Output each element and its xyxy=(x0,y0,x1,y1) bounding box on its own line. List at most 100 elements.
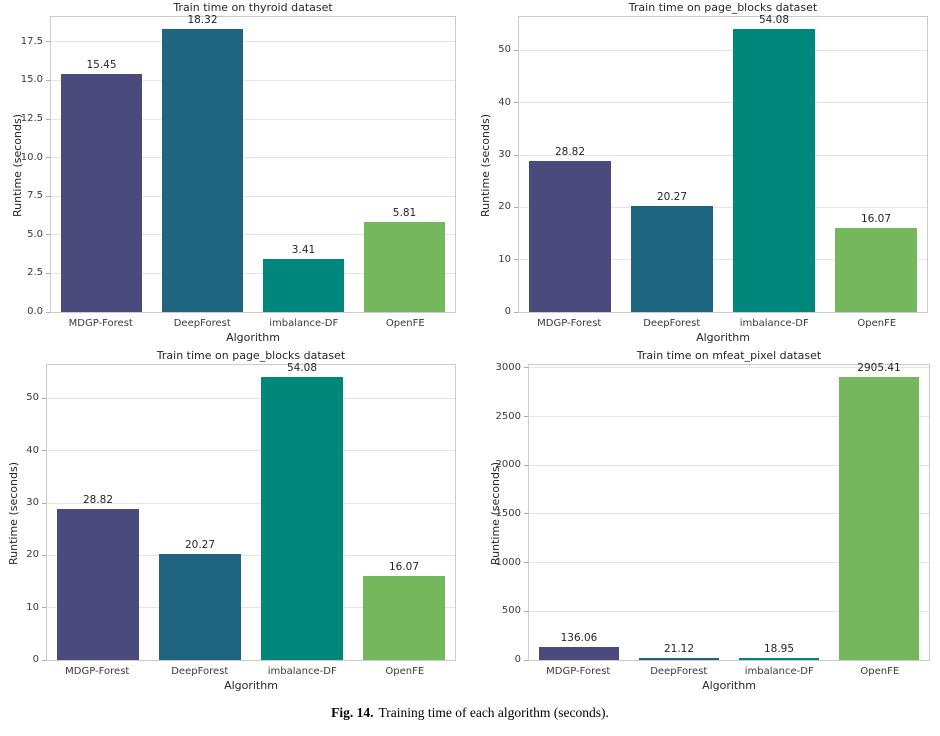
y-tick-label: 1000 xyxy=(495,556,521,568)
gridline xyxy=(519,206,927,208)
y-tick-label: 10 xyxy=(498,253,511,265)
x-axis-label: Algorithm xyxy=(702,679,756,692)
bar-OpenFE xyxy=(839,377,919,660)
y-tick-label: 2.5 xyxy=(27,267,43,279)
y-tick-mark xyxy=(514,311,518,313)
gridline xyxy=(529,367,929,369)
y-tick-label: 20 xyxy=(26,549,39,561)
plot-area: 0 10 20 30 40 50 28.82 20.27 54.08 16.07 xyxy=(26,362,456,665)
bar-value-label: 21.12 xyxy=(663,642,695,655)
bar-value-label: 20.27 xyxy=(656,190,688,203)
subplot-mfeat-pixel: Train time on mfeat_pixel dataset Runtim… xyxy=(470,348,940,700)
y-tick-label: 17.5 xyxy=(20,35,43,47)
bar-value-label: 28.82 xyxy=(82,494,114,507)
gridline xyxy=(47,607,455,609)
gridline xyxy=(47,450,455,452)
bar-value-label: 20.27 xyxy=(184,538,216,551)
bar-DeepForest xyxy=(639,657,719,660)
y-tick-label: 5.0 xyxy=(27,228,43,240)
gridline xyxy=(51,234,455,236)
plot-area: 0 10 20 30 40 50 28.82 20.27 54.08 16.07 xyxy=(498,14,928,317)
y-axis-label: Runtime (seconds) xyxy=(10,113,24,217)
y-tick-label: 10.0 xyxy=(20,151,43,163)
y-tick-label: 0 xyxy=(504,306,511,317)
bar-MDGP-Forest xyxy=(529,161,611,312)
y-tick-label: 2500 xyxy=(495,410,521,422)
bar-imbalance-DF xyxy=(733,29,815,312)
bar-OpenFE xyxy=(835,227,917,312)
x-tick-label: imbalance-DF xyxy=(744,666,814,677)
y-tick-label: 20 xyxy=(498,201,511,213)
x-axis-label: Algorithm xyxy=(224,679,278,692)
x-tick-label: OpenFE xyxy=(385,318,425,329)
x-tick-label: DeepForest xyxy=(171,666,229,677)
bar-DeepForest xyxy=(159,553,241,660)
y-tick-label: 3000 xyxy=(495,361,521,373)
y-tick-mark xyxy=(524,367,528,369)
chart-title: Train time on page_blocks dataset xyxy=(156,349,346,362)
x-tick-label: imbalance-DF xyxy=(739,318,809,329)
figure-caption: Fig. 14. Training time of each algorithm … xyxy=(0,704,940,722)
y-tick-label: 10 xyxy=(26,601,39,613)
plot-area: 0.0 2.5 5.0 7.5 10.0 12.5 15.0 17.5 15.45 18.32 3.… xyxy=(21,14,456,317)
y-tick-label: 0.0 xyxy=(27,306,43,317)
y-tick-label: 30 xyxy=(498,149,511,161)
y-tick-mark xyxy=(514,154,518,156)
y-tick-mark xyxy=(514,102,518,104)
gridline xyxy=(51,157,455,159)
y-tick-mark xyxy=(42,397,46,399)
y-tick-label: 40 xyxy=(26,444,39,456)
gridline xyxy=(519,102,927,104)
x-tick-label: DeepForest xyxy=(650,666,708,677)
gridline xyxy=(529,513,929,515)
x-tick-labels: MDGP-Forest DeepForest imbalance-DF OpenFE xyxy=(518,317,928,330)
y-tick-mark xyxy=(46,41,50,43)
y-tick-label: 40 xyxy=(498,96,511,108)
y-tick-mark xyxy=(524,416,528,418)
gridline xyxy=(529,416,929,418)
gridline xyxy=(47,554,455,556)
gridline xyxy=(519,49,927,51)
bar-imbalance-DF xyxy=(261,377,343,660)
y-tick-label: 15.0 xyxy=(20,74,43,86)
x-tick-label: OpenFE xyxy=(385,666,425,677)
gridline xyxy=(51,118,455,120)
y-tick-mark xyxy=(46,79,50,81)
gridline xyxy=(51,195,455,197)
chart-title: Train time on mfeat_pixel dataset xyxy=(636,349,822,362)
bar-value-label: 54.08 xyxy=(758,14,790,27)
y-axis-label: Runtime (seconds) xyxy=(478,113,492,217)
bar-MDGP-Forest xyxy=(57,509,139,660)
bar-OpenFE xyxy=(364,222,445,312)
x-tick-labels: MDGP-Forest DeepForest imbalance-DF OpenFE xyxy=(50,317,456,330)
bar-value-label: 16.07 xyxy=(860,212,892,225)
bar-imbalance-DF xyxy=(263,259,344,312)
bar-value-label: 18.95 xyxy=(763,643,795,656)
y-tick-label: 7.5 xyxy=(27,190,43,202)
figure-caption-text: Training time of each algorithm (seconds… xyxy=(378,705,609,720)
x-tick-labels: MDGP-Forest DeepForest imbalance-DF OpenFE xyxy=(46,665,456,678)
y-tick-mark xyxy=(514,49,518,51)
y-tick-mark xyxy=(42,554,46,556)
x-tick-label: imbalance-DF xyxy=(269,318,339,329)
plot-area: 0 500 1000 1500 2000 2500 3000 136.06 21.12 18.95… xyxy=(496,362,930,665)
x-tick-label: MDGP-Forest xyxy=(65,666,130,677)
bar-DeepForest xyxy=(631,205,713,312)
x-tick-label: OpenFE xyxy=(860,666,900,677)
gridline xyxy=(51,41,455,43)
bar-value-label: 2905.41 xyxy=(857,362,901,375)
bar-MDGP-Forest xyxy=(61,73,142,312)
y-tick-label: 30 xyxy=(26,497,39,509)
gridline xyxy=(51,79,455,81)
x-tick-label: OpenFE xyxy=(857,318,897,329)
y-tick-mark xyxy=(524,464,528,466)
y-tick-mark xyxy=(42,659,46,661)
gridline xyxy=(519,154,927,156)
gridline xyxy=(529,610,929,612)
y-tick-label: 1500 xyxy=(495,507,521,519)
y-tick-mark xyxy=(46,311,50,313)
gridline xyxy=(51,272,455,274)
y-tick-mark xyxy=(46,234,50,236)
gridline xyxy=(47,502,455,504)
bar-DeepForest xyxy=(162,29,243,312)
